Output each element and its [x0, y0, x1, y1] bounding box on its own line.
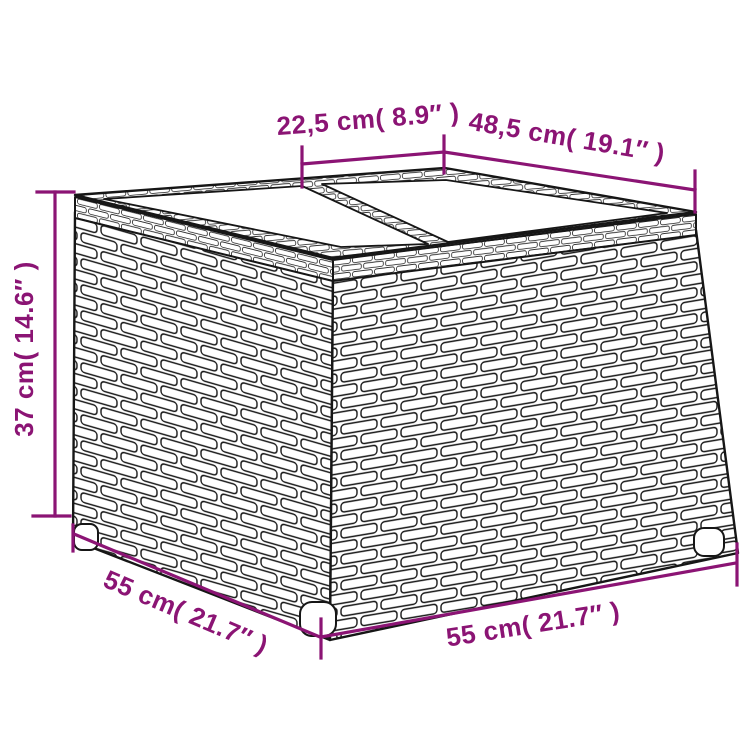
- glass-panel-left: [103, 185, 429, 248]
- dimension-lines: [31, 134, 739, 660]
- table-foot-right: [693, 527, 725, 557]
- dimension-height-lines: [31, 190, 76, 518]
- dimension-top-left-lines: [300, 134, 446, 189]
- dimension-width-lines: [319, 542, 739, 639]
- table-rim-right: [332, 213, 697, 282]
- glass-panel-right: [321, 179, 668, 243]
- dimension-label-height: 37 cm( 14.6″ ): [9, 261, 39, 437]
- table-right-face: [328, 228, 740, 642]
- table-line-art: [71, 166, 740, 642]
- dimension-top-right-lines: [442, 150, 697, 214]
